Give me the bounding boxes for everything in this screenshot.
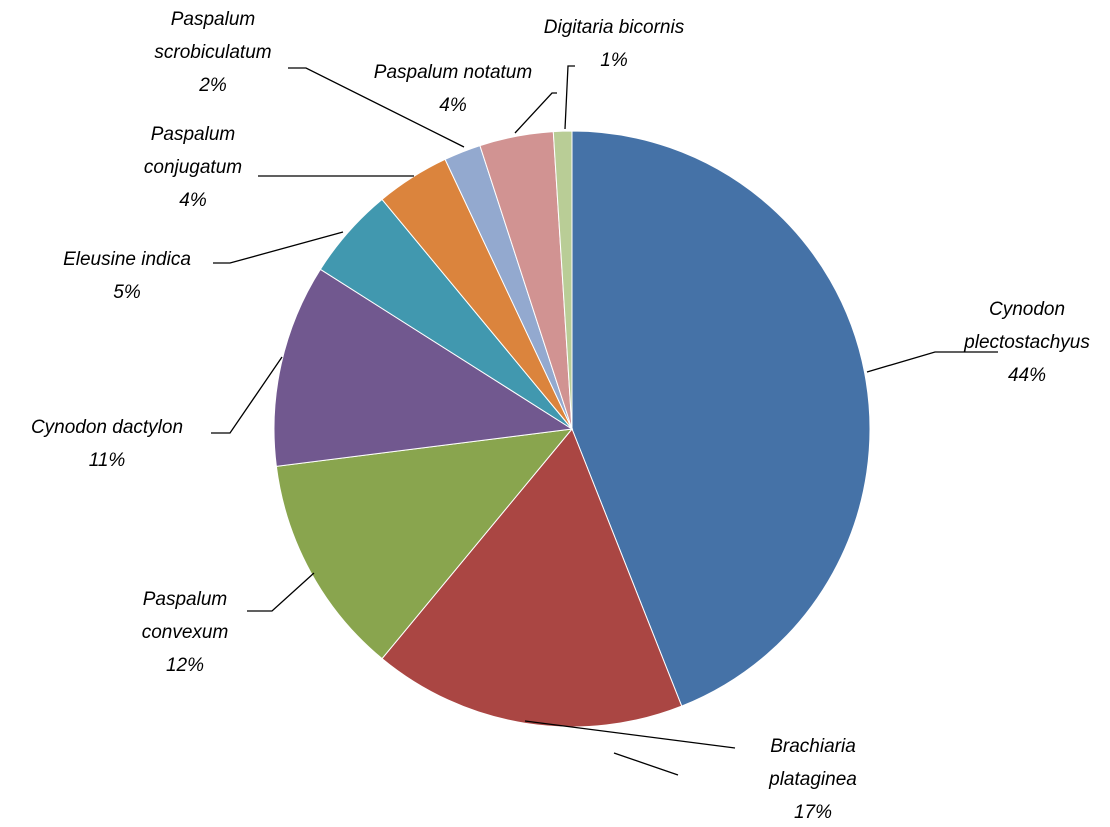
slice-percent-label: 4% [439, 95, 467, 116]
slice-labels: Cynodon plectostachyus 44% Brachiaria platag… [31, 9, 1090, 823]
slice-name-label: Cynodon [989, 299, 1065, 320]
leader-line [514, 92, 557, 134]
pie-slice-cynodon-plectostachyus [571, 130, 871, 707]
slice-label: Digitaria bicornis 1% [544, 17, 685, 71]
slice-name-label: Cynodon dactylon [31, 417, 183, 438]
slice-percent-label: 2% [198, 75, 227, 96]
slice-name-label: Paspalum [171, 9, 256, 30]
slice-label: Eleusine indica 5% [63, 249, 191, 303]
slice-name-label: scrobiculatum [154, 42, 271, 63]
slice-percent-label: 44% [1008, 365, 1046, 386]
slice-name-label: Digitaria bicornis [544, 17, 685, 38]
slice-percent-label: 1% [600, 50, 628, 71]
pie-slice-cynodon-dactylon [273, 268, 574, 467]
slice-name-label: plectostachyus [963, 332, 1090, 353]
leader-line [247, 572, 315, 612]
leader-line [211, 356, 283, 434]
pie-slice-digitaria-bicornis [552, 130, 573, 430]
slice-percent-label: 12% [166, 655, 204, 676]
leader-lines [211, 65, 998, 776]
slice-percent-label: 11% [89, 450, 126, 471]
slice-name-label: conjugatum [144, 157, 242, 178]
leader-line [524, 720, 736, 749]
leader-line [564, 65, 575, 130]
slice-label: Cynodon dactylon 11% [31, 417, 183, 471]
pie-slice-brachiaria-plataginea [381, 428, 683, 728]
slice-name-label: plataginea [768, 769, 857, 790]
pie-slice-paspalum-convexum [275, 428, 574, 660]
slice-label: Paspalum convexum 12% [142, 589, 229, 676]
slice-label: Brachiaria plataginea 17% [768, 736, 857, 823]
stray-tick-mark [613, 752, 679, 776]
slice-label: Cynodon plectostachyus 44% [963, 299, 1090, 386]
slice-label: Paspalum notatum 4% [374, 62, 532, 116]
slice-percent-label: 4% [179, 190, 207, 211]
slice-name-label: Paspalum [151, 124, 236, 145]
leader-line [866, 351, 998, 373]
slice-name-label: Paspalum notatum [374, 62, 532, 83]
leader-line [288, 67, 465, 148]
slice-percent-label: 17% [794, 802, 832, 823]
slice-label: Paspalum conjugatum 4% [144, 124, 242, 211]
slice-name-label: Eleusine indica [63, 249, 191, 270]
slice-name-label: Brachiaria [770, 736, 856, 757]
slice-label: Paspalum scrobiculatum 2% [154, 9, 271, 96]
pie-slices [273, 130, 871, 728]
slice-name-label: convexum [142, 622, 229, 643]
slice-name-label: Paspalum [143, 589, 228, 610]
slice-percent-label: 5% [113, 282, 141, 303]
leader-line [213, 231, 344, 264]
